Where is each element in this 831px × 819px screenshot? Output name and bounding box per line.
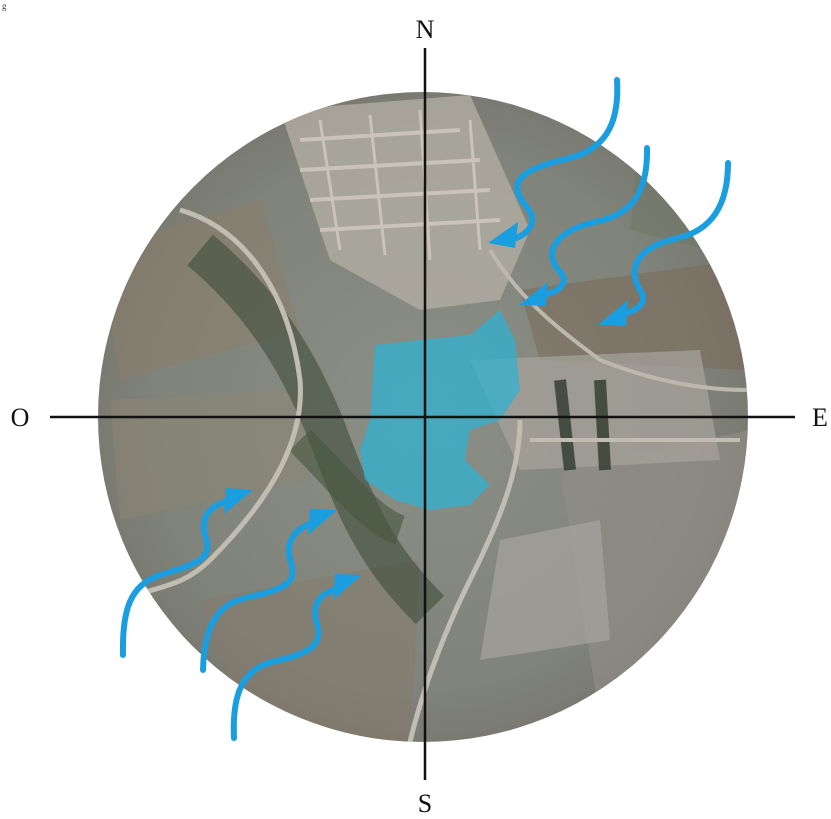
north-label: N (416, 15, 435, 44)
wind-arrow-icon (119, 488, 253, 658)
south-label: S (418, 789, 432, 818)
wind-arrow-icon (598, 160, 731, 326)
lake-area (360, 310, 520, 510)
wind-arrows-southwest (119, 488, 362, 741)
wind-arrow-icon (488, 77, 621, 248)
east-label: E (812, 403, 828, 432)
wind-arrow-icon (200, 509, 337, 673)
wind-arrows-northeast (488, 77, 731, 326)
compass-axes (50, 48, 795, 780)
wind-arrow-icon (230, 574, 362, 741)
west-label: O (11, 403, 30, 432)
wind-arrow-icon (519, 145, 651, 306)
corner-mark: g (2, 1, 7, 11)
